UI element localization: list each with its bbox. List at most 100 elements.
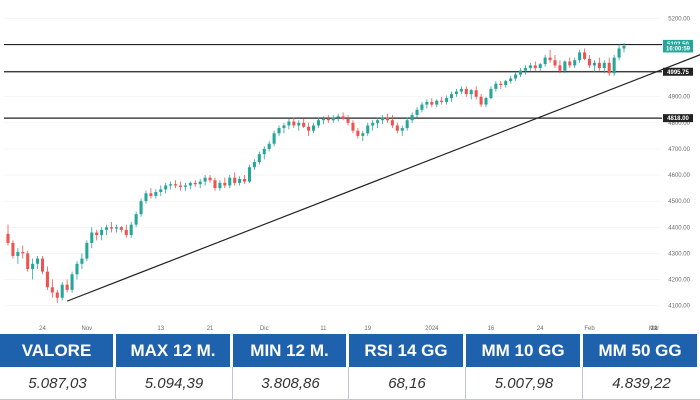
candle-body	[563, 61, 567, 71]
x-tick-label: 16	[488, 326, 495, 332]
candle-body	[523, 68, 527, 71]
candle-body	[80, 258, 84, 264]
candle-body	[218, 182, 222, 189]
candle-body	[494, 83, 498, 89]
candle-body	[100, 229, 104, 236]
candle-body	[484, 98, 488, 105]
candle-body	[262, 148, 266, 155]
level-tag-box	[663, 67, 693, 76]
candle-body	[21, 252, 25, 254]
candle-body	[36, 258, 40, 264]
candle-body	[307, 126, 311, 131]
candle-body	[474, 90, 478, 97]
candle-body	[159, 189, 163, 193]
candle-body	[469, 90, 473, 95]
candle-body	[277, 128, 281, 134]
x-tick-label: 24	[39, 326, 46, 332]
candle-body	[479, 96, 483, 105]
candle-body	[459, 88, 463, 92]
candle-body	[454, 91, 458, 95]
candle-body	[198, 181, 202, 185]
x-tick-label: 19	[364, 326, 371, 332]
candle-body	[90, 232, 94, 243]
candle-body	[587, 58, 592, 66]
candle-body	[445, 98, 449, 102]
value-mm-10gg: 5.007,98	[466, 367, 583, 400]
candle-body	[178, 185, 183, 187]
candle-body	[228, 177, 232, 186]
price-chart: 4100.00 4200.00 4300.00 4400.00 4500.00 4600.…	[4, 16, 700, 332]
candlestick-chart-svg: 4100.00 4200.00 4300.00 4400.00 4500.00 4600.…	[4, 16, 700, 332]
candle-body	[45, 271, 49, 288]
y-tick-label: 4800.00	[668, 121, 690, 127]
x-tick-label: 11	[320, 326, 327, 332]
candle-body	[312, 125, 316, 131]
candle-body	[597, 62, 601, 69]
candle-body	[31, 263, 35, 270]
candle-body	[139, 201, 143, 215]
candle-body	[573, 60, 577, 66]
header-valore: VALORE	[0, 334, 116, 367]
candle-body	[247, 167, 251, 182]
candle-body	[50, 287, 54, 293]
candle-body	[233, 177, 237, 183]
candle-body	[395, 125, 399, 131]
candle-body	[592, 62, 596, 66]
candle-body	[425, 101, 429, 105]
candle-body	[356, 130, 360, 136]
candle-body	[543, 57, 547, 65]
x-tick-label: 24	[537, 326, 544, 332]
candle-body	[203, 177, 207, 182]
candle-body	[376, 120, 380, 123]
level-tag-label: 4995.75	[667, 70, 689, 76]
header-min-12m: MIN 12 M.	[233, 334, 349, 367]
candle-body	[385, 117, 389, 121]
candle-body	[341, 116, 345, 119]
candle-body	[287, 121, 291, 126]
candle-body	[420, 104, 424, 110]
value-rsi-14gg: 68,16	[349, 367, 466, 400]
level-tag-label: 4818.00	[667, 116, 689, 122]
x-tick-label: Dic	[260, 326, 269, 332]
candle-body	[316, 120, 320, 126]
candle-body	[612, 57, 616, 74]
candle-body	[346, 118, 350, 123]
value-max-12m: 5.094,39	[116, 367, 233, 400]
candle-body	[514, 74, 518, 79]
candle-body	[390, 120, 394, 126]
candle-body	[129, 224, 133, 236]
candle-body	[499, 83, 503, 85]
candle-body	[124, 229, 128, 236]
candle-body	[40, 258, 45, 272]
candle-body	[169, 184, 173, 186]
candle-body	[164, 185, 168, 190]
x-tick-label: Feb	[584, 326, 595, 332]
candle-body	[331, 117, 335, 121]
candle-body	[238, 178, 242, 183]
candle-body	[6, 233, 10, 243]
value-mm-50gg: 4.839,22	[583, 367, 700, 400]
y-tick-label: 4700.00	[668, 147, 690, 153]
candle-body	[361, 133, 365, 136]
candle-body	[405, 120, 409, 129]
candle-body	[213, 180, 217, 189]
candle-body	[65, 284, 69, 290]
y-tick-label: 4300.00	[668, 251, 690, 257]
candle-body	[134, 214, 138, 225]
candle-body	[351, 122, 355, 131]
candle-body	[400, 128, 404, 131]
candle-body	[109, 227, 114, 229]
candle-body	[528, 65, 532, 69]
candle-body	[518, 70, 523, 75]
candle-body	[302, 122, 306, 127]
candle-body	[292, 121, 296, 126]
candle-body	[321, 118, 325, 121]
candle-body	[489, 88, 493, 99]
candle-body	[504, 81, 508, 85]
candle-body	[243, 178, 247, 182]
candle-body	[578, 52, 582, 61]
y-tick-label: 4600.00	[668, 173, 690, 179]
candle-body	[144, 193, 148, 202]
y-tick-label: 4200.00	[668, 277, 690, 283]
candle-body	[75, 263, 79, 275]
